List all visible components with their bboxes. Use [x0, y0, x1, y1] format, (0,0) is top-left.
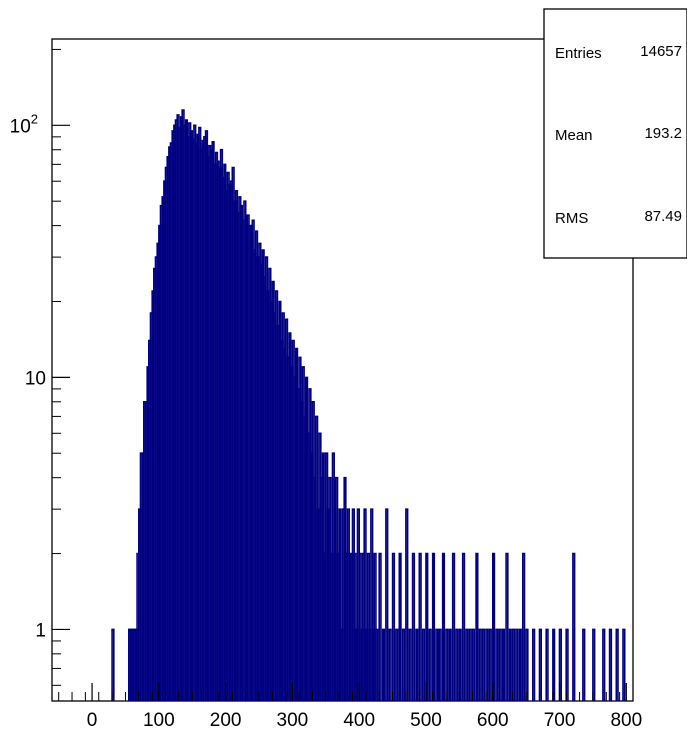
- y-tick-label: 10: [25, 368, 46, 389]
- histogram-bin: [552, 628, 556, 701]
- histogram-bin: [471, 628, 476, 701]
- histogram-bin: [398, 552, 402, 701]
- histogram-bin: [378, 552, 382, 701]
- histogram-bin: [338, 508, 342, 701]
- histogram-bin: [455, 628, 459, 701]
- histogram-bin: [582, 628, 586, 701]
- histogram-bin: [421, 628, 426, 701]
- histogram-bin: [508, 628, 512, 701]
- data-layer: [111, 109, 626, 701]
- histogram-bin: [468, 628, 472, 701]
- axis-layer: 0 100 200 300 400 500 600 700 800 1 10 102: [10, 48, 642, 731]
- histogram-bin: [373, 552, 377, 701]
- histogram-bin: [492, 552, 496, 701]
- histogram-bin: [381, 628, 385, 701]
- histogram-bin: [615, 628, 619, 701]
- histogram-bin: [498, 628, 502, 701]
- histogram-bin: [558, 628, 562, 701]
- histogram-bin: [481, 628, 486, 701]
- histogram-bin: [428, 628, 432, 701]
- x-tick-label: 100: [143, 710, 175, 731]
- histogram-bin: [370, 508, 374, 701]
- histogram-bin: [405, 508, 409, 701]
- histogram-bin: [448, 628, 452, 701]
- stats-entries-label: Entries: [555, 45, 602, 62]
- histogram-bin: [461, 552, 466, 701]
- histogram-bin: [363, 508, 367, 701]
- histogram-bin: [545, 628, 549, 701]
- histogram-bin: [425, 552, 429, 701]
- histogram-bin: [592, 628, 596, 701]
- histogram-bin: [431, 552, 436, 701]
- histogram-bin: [622, 628, 626, 701]
- histogram-bin: [505, 552, 509, 701]
- histogram-bin: [572, 552, 576, 701]
- stats-rms-label: RMS: [555, 210, 588, 227]
- histogram-bin: [435, 628, 439, 701]
- histogram-bin: [538, 628, 542, 701]
- histogram-bin: [518, 628, 522, 701]
- histogram-bin: [451, 552, 456, 701]
- stats-mean-value: 193.2: [644, 125, 682, 142]
- stats-entries-value: 14657: [640, 43, 682, 60]
- histogram-bin: [385, 508, 389, 701]
- histogram-bin: [418, 552, 422, 701]
- histogram-bin: [445, 628, 449, 701]
- y-tick-label: 102: [10, 111, 38, 137]
- histogram-bin: [511, 628, 516, 701]
- histogram-bin: [366, 552, 370, 701]
- x-tick-label: 500: [410, 710, 442, 731]
- x-tick-label: 200: [210, 710, 242, 731]
- histogram-bin: [532, 628, 536, 701]
- histogram-bin: [375, 628, 379, 701]
- histogram-bin: [522, 552, 526, 701]
- histogram-bin: [502, 628, 506, 701]
- histogram-bin: [495, 628, 499, 701]
- histogram-bin: [411, 552, 416, 701]
- histogram-bin: [478, 628, 482, 701]
- histogram-bin: [438, 628, 442, 701]
- histogram-bin: [395, 628, 399, 701]
- stats-box: Entries 14657 Mean 193.2 RMS 87.49: [543, 8, 687, 259]
- histogram-bin: [458, 628, 462, 701]
- histogram-bin: [346, 508, 350, 701]
- histogram-bin: [408, 628, 412, 701]
- histogram-bin: [441, 552, 446, 701]
- x-tick-label: 600: [477, 710, 509, 731]
- histogram-bin: [111, 628, 115, 701]
- histogram-bin: [391, 552, 396, 701]
- x-tick-label: 700: [544, 710, 576, 731]
- x-tick-label: 800: [610, 710, 642, 731]
- histogram-bin: [358, 552, 362, 701]
- stats-rms-value: 87.49: [644, 208, 682, 225]
- histogram-bin: [485, 628, 489, 701]
- stats-mean-label: Mean: [555, 127, 593, 144]
- stats-box-frame: [543, 8, 687, 259]
- histogram-bin: [401, 628, 406, 701]
- histogram-bin: [415, 628, 419, 701]
- histogram-bin: [475, 552, 479, 701]
- y-tick-label: 1: [35, 620, 46, 641]
- histogram-bin: [608, 628, 613, 701]
- histogram-bin: [488, 628, 492, 701]
- histogram-bin: [388, 628, 392, 701]
- histogram-bin: [353, 552, 357, 701]
- x-tick-label: 0: [87, 710, 98, 731]
- histogram-bin: [465, 628, 469, 701]
- x-tick-label: 300: [277, 710, 309, 731]
- x-tick-label: 400: [343, 710, 375, 731]
- histogram-bin: [565, 628, 569, 701]
- histogram-bin: [602, 628, 606, 701]
- histogram-bin: [525, 628, 529, 701]
- histogram-bin: [515, 628, 519, 701]
